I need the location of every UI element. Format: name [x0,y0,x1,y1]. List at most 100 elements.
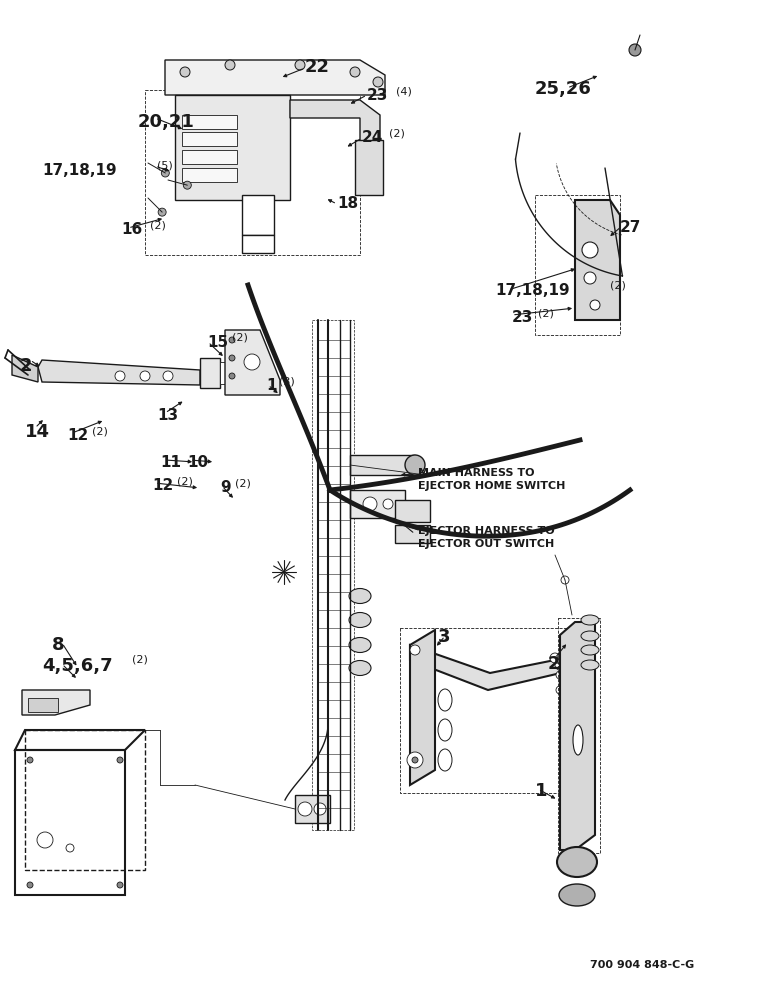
Circle shape [163,371,173,381]
Bar [295,795,330,823]
Circle shape [561,576,569,584]
Circle shape [582,242,598,258]
Circle shape [383,499,393,509]
Polygon shape [22,690,90,715]
Ellipse shape [581,660,599,670]
Polygon shape [290,100,380,195]
Bar [312,320,354,830]
Polygon shape [410,630,435,785]
Text: (2): (2) [92,426,108,436]
Circle shape [407,752,423,768]
Bar [182,150,237,164]
Text: (2): (2) [150,220,166,230]
Ellipse shape [405,455,425,475]
Circle shape [363,497,377,511]
Polygon shape [165,60,385,95]
Bar [350,455,415,475]
Polygon shape [225,330,280,395]
Circle shape [350,67,360,77]
Text: 10: 10 [187,455,208,470]
Text: (2): (2) [389,128,405,138]
Bar [355,140,383,195]
Ellipse shape [349,588,371,603]
Text: (2): (2) [538,308,554,318]
Circle shape [584,272,596,284]
Polygon shape [575,200,620,320]
Circle shape [229,355,235,361]
Bar [395,525,430,543]
Bar [350,490,405,518]
Circle shape [314,803,326,815]
Text: 9: 9 [220,480,231,495]
Ellipse shape [349,660,371,676]
Bar [558,618,600,853]
Bar [395,500,430,522]
Circle shape [158,208,166,216]
Text: 2: 2 [20,357,32,375]
Circle shape [555,660,565,670]
Circle shape [117,757,123,763]
Circle shape [115,371,125,381]
Text: 12: 12 [152,478,173,493]
Text: 18: 18 [337,196,358,211]
Text: 4,5,6,7: 4,5,6,7 [42,657,113,675]
Ellipse shape [573,725,583,755]
Circle shape [590,300,600,310]
Text: 8: 8 [52,636,65,654]
Ellipse shape [581,631,599,641]
Text: (4): (4) [396,86,412,96]
Ellipse shape [557,847,597,877]
Text: EJECTOR HARNESS TO: EJECTOR HARNESS TO [418,526,554,536]
Bar [182,115,237,129]
Circle shape [180,67,190,77]
Text: 3: 3 [438,628,451,646]
Bar [145,90,360,255]
Bar [182,132,237,146]
Text: 27: 27 [620,220,642,235]
Text: 17,18,19: 17,18,19 [42,163,117,178]
Polygon shape [560,622,595,850]
Text: 15: 15 [207,335,228,350]
Bar [242,235,274,253]
Circle shape [629,44,641,56]
Text: (2): (2) [232,333,248,343]
Circle shape [225,60,235,70]
Text: 1: 1 [266,378,276,393]
Bar [242,195,274,235]
Text: 23: 23 [367,88,388,103]
Circle shape [556,686,564,694]
Bar [28,698,58,712]
Ellipse shape [438,689,452,711]
Text: 13: 13 [157,408,178,423]
Circle shape [117,882,123,888]
Ellipse shape [349,638,371,652]
Text: 23: 23 [512,310,533,325]
Text: (3): (3) [279,376,295,386]
Ellipse shape [438,749,452,771]
Text: (2): (2) [177,476,193,486]
Text: 11: 11 [160,455,181,470]
Circle shape [373,77,383,87]
Bar [220,362,232,384]
Circle shape [556,656,564,664]
Polygon shape [12,355,38,382]
Circle shape [295,60,305,70]
Circle shape [410,645,420,655]
Text: EJECTOR HOME SWITCH: EJECTOR HOME SWITCH [418,481,565,491]
Circle shape [229,373,235,379]
Circle shape [161,169,169,177]
Polygon shape [175,95,290,200]
Circle shape [37,832,53,848]
Circle shape [183,181,191,189]
Text: (2): (2) [132,655,148,665]
Ellipse shape [581,615,599,625]
Text: 2: 2 [548,655,560,673]
Circle shape [140,371,150,381]
Bar [535,195,620,335]
Text: (2): (2) [235,478,251,488]
Ellipse shape [349,612,371,628]
Ellipse shape [559,884,595,906]
Circle shape [27,882,33,888]
Circle shape [556,671,564,679]
Polygon shape [410,645,565,690]
